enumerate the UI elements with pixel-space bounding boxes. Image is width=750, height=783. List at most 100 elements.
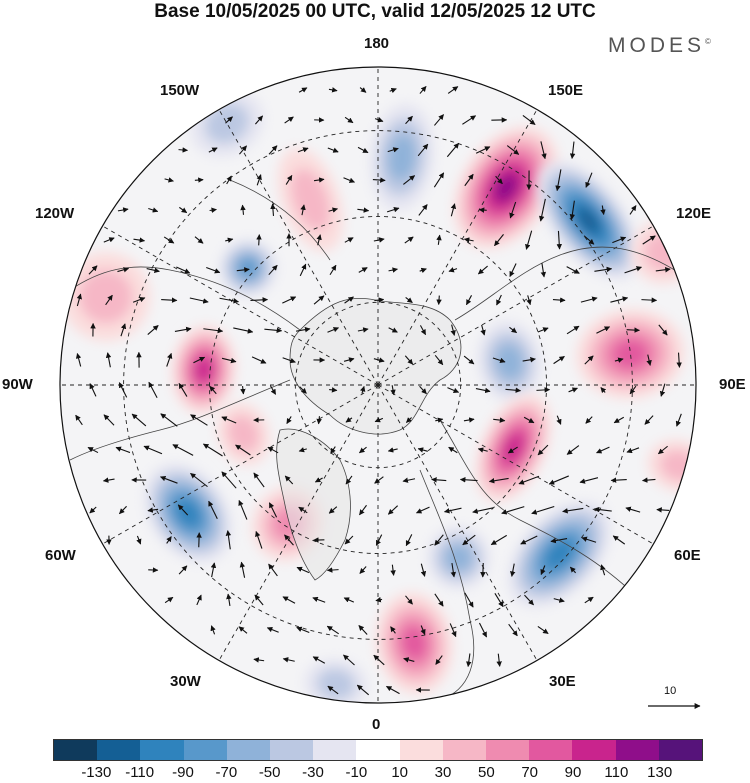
wind-arrow	[374, 117, 384, 123]
wind-arrow	[419, 267, 427, 274]
wind-arrow	[268, 502, 278, 518]
wind-arrow	[360, 385, 366, 394]
wind-arrow	[509, 201, 517, 219]
wind-arrow	[419, 385, 427, 395]
wind-arrow	[540, 262, 547, 278]
wind-vectors	[75, 86, 682, 696]
wind-arrow	[253, 472, 265, 488]
wind-arrow	[115, 446, 131, 454]
wind-arrow	[88, 265, 98, 275]
colorbar-tick-label: -130	[81, 764, 112, 781]
wind-arrow	[357, 207, 370, 213]
wind-arrow	[501, 506, 525, 515]
wind-arrow	[420, 563, 427, 577]
colorbar-ticks: -130 -110 -90 -70 -50 -30 -10 10 30 50 70 90 110 130	[0, 764, 750, 783]
anomaly-center	[454, 126, 559, 249]
wind-arrow	[505, 387, 522, 393]
colorbar-tick-label: -30	[302, 764, 324, 781]
anomaly-contour	[290, 168, 331, 231]
wind-arrow	[540, 565, 546, 576]
wind-arrow	[431, 477, 447, 483]
wind-arrow	[585, 172, 593, 188]
wind-arrow	[166, 536, 172, 544]
wind-arrow	[179, 206, 188, 214]
wind-arrow	[536, 387, 551, 393]
wind-arrow	[569, 566, 577, 574]
wind-arrow	[210, 625, 216, 635]
anomaly-contour	[495, 344, 524, 380]
wind-arrow	[202, 443, 223, 457]
wind-arrow	[566, 325, 580, 335]
colorbar-tick-label: -110	[125, 764, 155, 781]
wind-arrow	[298, 447, 307, 453]
brand-mark: ©	[705, 37, 711, 46]
wind-arrow	[522, 114, 536, 126]
wind-arrow	[298, 506, 308, 514]
wind-arrow	[359, 87, 367, 93]
wind-arrow	[286, 416, 292, 425]
wind-arrow	[548, 475, 569, 485]
wind-arrow	[417, 447, 428, 453]
wind-arrow	[478, 622, 488, 638]
wind-arrow	[556, 415, 562, 425]
wind-arrow	[89, 506, 97, 514]
wind-arrow	[507, 446, 518, 454]
wind-arrow	[345, 475, 353, 485]
wind-arrow	[566, 445, 580, 455]
wind-arrow	[102, 477, 115, 483]
colorbar-swatch	[140, 740, 184, 760]
wind-arrow	[522, 357, 536, 363]
wind-arrow	[478, 207, 487, 213]
wind-arrow	[435, 655, 443, 665]
wind-arrow	[580, 296, 598, 303]
wind-arrow	[509, 326, 518, 334]
wind-arrow	[133, 237, 146, 243]
wind-arrow	[358, 267, 368, 273]
wind-arrow	[466, 653, 472, 668]
wind-arrow	[550, 537, 568, 544]
wind-arrow	[268, 563, 278, 577]
wind-arrow	[494, 234, 504, 247]
wind-arrow	[148, 381, 158, 398]
wind-arrow	[389, 87, 397, 94]
wind-arrow	[225, 530, 232, 550]
wind-arrow	[89, 383, 97, 397]
wind-arrow	[518, 475, 540, 485]
wind-arrow	[374, 297, 385, 303]
wind-arrow	[235, 444, 251, 456]
wind-arrow	[403, 175, 416, 185]
wind-arrow	[610, 296, 629, 303]
wind-arrow	[540, 141, 547, 160]
wind-arrow	[555, 169, 562, 192]
wind-arrow	[328, 506, 338, 514]
wind-arrow	[103, 237, 115, 243]
wind-arrow	[203, 327, 224, 334]
wind-arrow	[196, 594, 202, 606]
lon-label-90e: 90E	[719, 376, 746, 393]
wind-arrow	[404, 355, 414, 365]
colorbar-tick-label: 90	[564, 764, 582, 781]
colorbar-tick-label: 50	[477, 764, 495, 781]
wind-arrow	[404, 236, 414, 244]
wind-arrow	[344, 237, 354, 243]
lon-label-150e: 150E	[548, 82, 584, 99]
wind-arrow	[239, 145, 247, 155]
wind-arrow	[256, 234, 262, 246]
wind-arrow	[406, 417, 412, 423]
wind-arrow	[436, 295, 442, 306]
wind-arrow	[526, 295, 532, 306]
wind-arrow	[313, 295, 325, 305]
wind-arrow	[655, 266, 671, 273]
wind-arrow	[75, 352, 82, 367]
colorbar	[53, 739, 703, 761]
wind-arrow	[613, 416, 625, 424]
wind-arrow	[330, 446, 336, 454]
wind-arrow	[585, 416, 593, 424]
wind-arrow	[446, 142, 460, 158]
wind-arrow	[178, 147, 189, 153]
wind-arrow	[264, 327, 283, 334]
wind-arrow	[118, 382, 128, 398]
wind-arrow	[509, 263, 517, 277]
wind-arrow	[282, 357, 296, 364]
colorbar-tick-label: -50	[258, 764, 281, 781]
